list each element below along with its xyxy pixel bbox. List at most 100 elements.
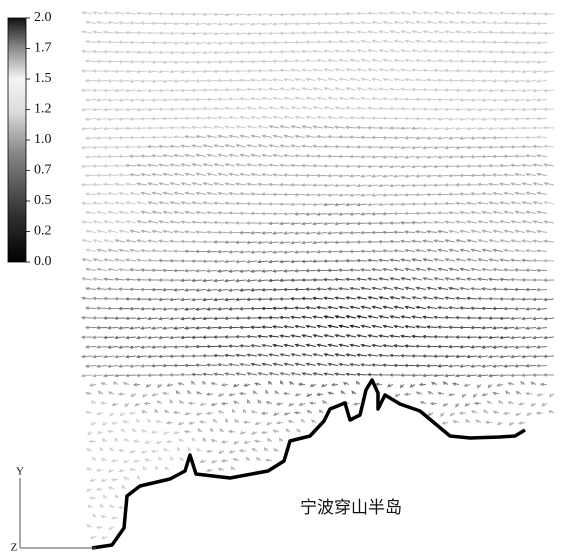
- flow-arrows: [86, 211, 140, 214]
- flow-arrows: [134, 382, 547, 388]
- flow-arrows: [273, 344, 415, 347]
- colorbar-tick-label: 1.5: [34, 71, 52, 86]
- flow-arrows: [148, 145, 543, 149]
- flow-arrows: [90, 438, 195, 443]
- flow-arrows: [142, 192, 548, 196]
- colorbar-tick-label: 0.0: [34, 254, 52, 269]
- flow-arrows: [86, 412, 136, 416]
- flow-arrows: [196, 345, 503, 349]
- flow-arrows: [218, 268, 470, 272]
- flow-arrows: [86, 174, 129, 177]
- flow-arrows: [82, 165, 125, 168]
- colorbar-tick-label: 1.2: [34, 102, 52, 117]
- flow-arrows: [152, 363, 536, 367]
- flow-arrows: [240, 287, 459, 291]
- flow-arrows: [82, 374, 103, 377]
- colorbar-tick-label: 0.5: [34, 193, 52, 208]
- flow-arrows: [92, 401, 108, 405]
- flow-arrows: [87, 249, 97, 252]
- flow-arrows: [82, 297, 125, 300]
- coastline: [92, 380, 525, 548]
- flow-arrows: [201, 458, 272, 463]
- flow-arrows: [83, 240, 115, 243]
- flow-arrows: [167, 419, 525, 425]
- flow-arrows: [91, 476, 140, 481]
- colorbar-tick-label: 0.7: [34, 163, 52, 178]
- flow-arrows: [91, 536, 107, 539]
- flow-arrows: [92, 419, 162, 425]
- flow-arrows: [86, 192, 140, 195]
- flow-arrows: [185, 135, 503, 139]
- flow-arrows: [86, 116, 547, 120]
- flow-arrows: [87, 486, 125, 491]
- flow-arrows: [86, 268, 129, 271]
- flow-arrows: [86, 59, 547, 63]
- flow-arrows: [214, 240, 477, 244]
- flow-arrows: [130, 173, 547, 177]
- flow-arrows: [203, 438, 283, 443]
- flow-arrows: [192, 373, 499, 377]
- flow-arrows: [82, 355, 125, 358]
- flow-arrows: [240, 230, 448, 234]
- flow-arrows: [185, 306, 503, 310]
- flow-arrows: [251, 363, 448, 367]
- flow-arrows: [258, 335, 433, 338]
- flow-arrows: [181, 278, 510, 282]
- flow-arrows: [207, 448, 279, 453]
- flow-arrows: [307, 391, 356, 396]
- flow-arrows: [82, 69, 554, 73]
- flow-arrows: [86, 21, 547, 25]
- flow-arrows: [303, 373, 379, 376]
- flow-arrows: [324, 316, 367, 319]
- flow-arrows: [87, 448, 202, 453]
- flow-arrows: [82, 336, 103, 339]
- flow-arrows: [258, 259, 433, 263]
- colorbar-tick-label: 1.7: [34, 41, 52, 56]
- flow-arrows: [126, 164, 554, 168]
- flow-arrows: [325, 354, 368, 357]
- flow-arrows: [130, 154, 547, 158]
- flow-arrows: [181, 335, 510, 339]
- axis-label: Z: [11, 542, 18, 553]
- flow-arrows: [90, 495, 118, 499]
- flow-arrows: [86, 307, 118, 310]
- colorbar-tick-label: 1.0: [34, 132, 52, 147]
- flow-arrows: [82, 126, 554, 130]
- flow-arrows: [258, 316, 433, 320]
- figure: Y Z 宁波穿山半岛 2.0 1.7 1.5 1.2 1.0 0.7 0.5 0.2 0.0: [0, 0, 567, 553]
- flow-arrows: [329, 325, 361, 328]
- flow-arrows: [291, 297, 400, 300]
- flow-arrows: [90, 382, 129, 386]
- flow-arrows: [82, 221, 136, 224]
- annotation: 宁波穿山半岛: [300, 498, 402, 518]
- flow-arrows: [93, 457, 195, 462]
- axis-label: Y: [16, 466, 24, 478]
- flow-arrows: [270, 126, 423, 130]
- flow-arrows: [82, 31, 554, 35]
- flow-arrows: [113, 400, 547, 406]
- flow-arrows: [324, 203, 367, 206]
- flow-arrows: [82, 183, 136, 186]
- flow-arrows: [86, 346, 107, 349]
- flow-arrows: [269, 221, 422, 224]
- flow-arrows: [295, 213, 393, 216]
- flow-arrows: [108, 345, 547, 348]
- flow-arrows: [88, 429, 180, 435]
- flow-arrows: [82, 50, 554, 54]
- flow-arrows: [87, 230, 130, 233]
- colorbar-tick-label: 0.2: [34, 224, 52, 239]
- flow-arrows: [93, 514, 118, 519]
- flow-arrows: [181, 316, 510, 320]
- flow-arrows: [86, 78, 547, 82]
- flow-arrows: [185, 429, 301, 435]
- flow-arrows: [86, 40, 547, 44]
- flow-arrows: [207, 467, 235, 471]
- flow-arrows: [86, 155, 129, 158]
- flow-arrows: [87, 525, 114, 529]
- colorbar-tick-label: 2.0: [34, 10, 52, 25]
- flow-arrows: [83, 12, 555, 16]
- axis-indicator: Y Z: [11, 466, 96, 553]
- flow-field: [82, 12, 554, 539]
- flow-arrows: [262, 306, 426, 310]
- flow-arrows: [88, 505, 125, 510]
